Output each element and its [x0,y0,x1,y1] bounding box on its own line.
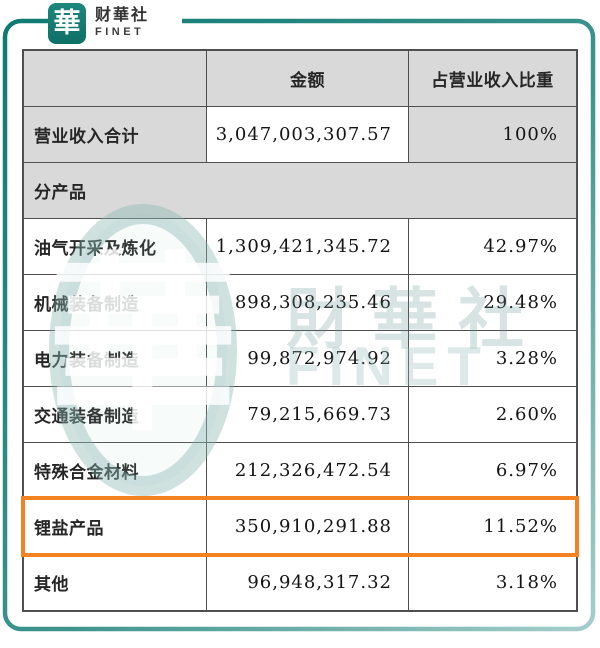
row-label: 电力装备制造 [24,331,206,386]
row-label: 营业收入合计 [24,107,206,162]
table-header-row: 金额 占营业收入比重 [24,51,576,106]
percent-cell: 29.48% [408,275,576,330]
table-row: 其他 96,948,317.32 3.18% [24,554,576,610]
amount-cell: 212,326,472.54 [206,443,408,498]
amount-cell: 96,948,317.32 [206,555,408,610]
percent-cell: 42.97% [408,219,576,274]
revenue-breakdown-table: 金额 占营业收入比重 营业收入合计 3,047,003,307.57 100% … [21,49,579,612]
section-label: 分产品 [24,163,576,218]
table-row: 油气开采及炼化 1,309,421,345.72 42.97% [24,218,576,274]
row-label: 油气开采及炼化 [24,219,206,274]
row-label: 其他 [24,555,206,610]
header-percent-cell: 占营业收入比重 [408,51,576,106]
row-label: 机械装备制造 [24,275,206,330]
table-row-total: 营业收入合计 3,047,003,307.57 100% [24,106,576,162]
amount-cell: 1,309,421,345.72 [206,219,408,274]
amount-cell: 898,308,235.46 [206,275,408,330]
table-row: 电力装备制造 99,872,974.92 3.28% [24,330,576,386]
table-row: 机械装备制造 898,308,235.46 29.48% [24,274,576,330]
amount-cell: 3,047,003,307.57 [206,107,408,162]
row-label: 交通装备制造 [24,387,206,442]
row-label: 特殊合金材料 [24,443,206,498]
logo-name-cn: 财華社 [95,7,150,25]
percent-cell: 11.52% [408,499,576,554]
amount-cell: 79,215,669.73 [206,387,408,442]
header-amount-cell: 金额 [206,51,408,106]
logo-name-en: FINET [95,25,145,38]
table-row-highlighted-lithium: 锂盐产品 350,910,291.88 11.52% [21,496,579,557]
percent-cell: 2.60% [408,387,576,442]
percent-cell: 3.18% [408,555,576,610]
finet-logo: 華 财華社 FINET [48,0,182,46]
header-blank-cell [24,51,206,106]
hua-logo-icon: 華 [48,2,86,44]
row-label: 锂盐产品 [24,499,206,554]
amount-cell: 99,872,974.92 [206,331,408,386]
table-section-row: 分产品 [24,162,576,218]
table-row: 特殊合金材料 212,326,472.54 6.97% [24,442,576,498]
percent-cell: 3.28% [408,331,576,386]
logo-text: 财華社 FINET [95,7,149,39]
table-row: 交通装备制造 79,215,669.73 2.60% [24,386,576,442]
percent-cell: 100% [408,107,576,162]
percent-cell: 6.97% [408,443,576,498]
amount-cell: 350,910,291.88 [206,499,408,554]
